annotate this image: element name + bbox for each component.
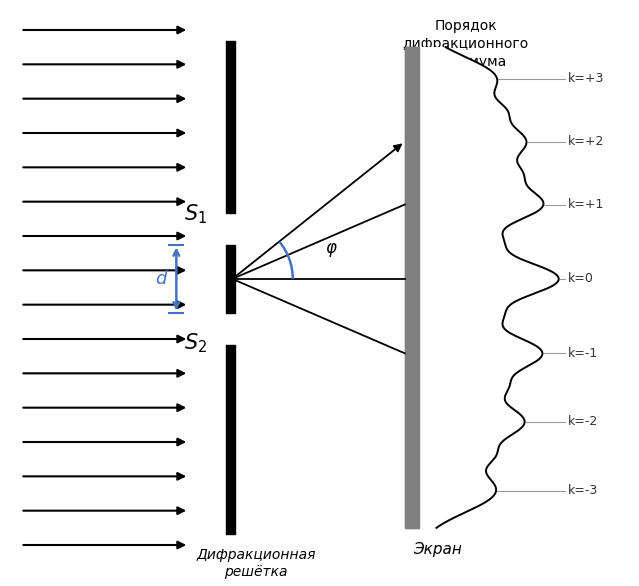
Text: k=-3: k=-3: [568, 484, 599, 497]
Text: k=-2: k=-2: [568, 415, 599, 428]
Text: Дифракционная
решётка: Дифракционная решётка: [196, 548, 316, 579]
Text: $S_2$: $S_2$: [184, 332, 207, 355]
Text: $\varphi$: $\varphi$: [325, 241, 337, 259]
Bar: [404, 47, 419, 528]
Text: k=+1: k=+1: [568, 198, 604, 211]
Text: k=+3: k=+3: [568, 72, 604, 85]
Text: k=0: k=0: [568, 272, 594, 285]
Text: k=+2: k=+2: [568, 135, 604, 148]
Text: Экран: Экран: [413, 542, 461, 557]
Text: d: d: [155, 270, 166, 288]
Text: k=-1: k=-1: [568, 347, 599, 360]
Text: $S_1$: $S_1$: [184, 203, 207, 226]
Text: Порядок
дифракционного
максимума: Порядок дифракционного максимума: [403, 19, 529, 69]
Bar: [404, 47, 419, 528]
